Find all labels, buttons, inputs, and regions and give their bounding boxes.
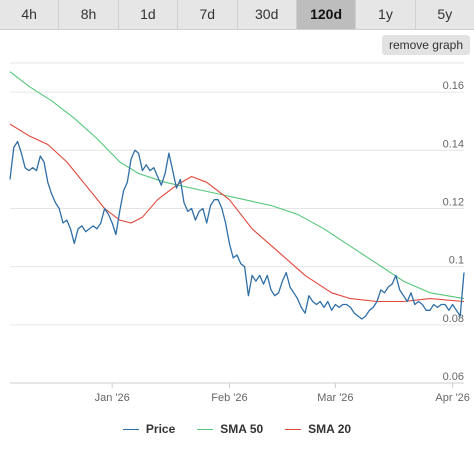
legend-swatch-sma-20 <box>285 428 302 430</box>
y-axis: 0.06 0.08 0.1 0.12 0.14 0.16 <box>443 80 464 383</box>
tab-7d[interactable]: 7d <box>178 0 238 29</box>
chart-legend: Price SMA 50 SMA 20 <box>0 418 474 440</box>
x-tick-label: Feb '26 <box>211 392 247 404</box>
legend-item-sma-50[interactable]: SMA 50 <box>197 422 263 436</box>
tab-5y[interactable]: 5y <box>437 6 453 22</box>
tab-30d[interactable]: 30d <box>238 0 297 29</box>
series-line-sma-50 <box>9 71 465 300</box>
legend-swatch-price <box>122 428 139 430</box>
y-tick-label: 0.06 <box>443 371 464 383</box>
tab-120d[interactable]: 120d <box>296 0 357 29</box>
price-chart: 0.06 0.08 0.1 0.12 0.14 0.16 Jan '26 Feb '26 Ma… <box>9 62 470 404</box>
tab-4h[interactable]: 4h <box>0 0 60 29</box>
x-tick-label: Jan '26 <box>95 392 130 404</box>
remove-graph-button[interactable]: remove graph <box>381 35 470 55</box>
grid-lines <box>10 62 464 384</box>
series-lines <box>9 71 465 320</box>
tab-1d[interactable]: 1d <box>119 0 179 29</box>
tab-8h[interactable]: 8h <box>59 0 119 29</box>
tab-1y[interactable]: 1y <box>356 0 416 29</box>
legend-item-price[interactable]: Price <box>122 422 176 436</box>
series-line-price <box>9 140 465 320</box>
y-tick-label: 0.08 <box>443 313 464 325</box>
legend-item-sma-20[interactable]: SMA 20 <box>285 422 351 436</box>
x-tick-label: Apr '26 <box>435 392 470 404</box>
y-tick-label: 0.16 <box>443 80 464 92</box>
timeframe-tabs: 4h 8h 1d 7d 30d 120d 1y 5y <box>0 0 474 30</box>
x-tick-label: Mar '26 <box>317 392 353 404</box>
legend-label-sma-20: SMA 20 <box>308 422 352 436</box>
y-tick-label: 0.12 <box>443 196 464 208</box>
x-axis: Jan '26 Feb '26 Mar '26 Apr '26 <box>95 383 470 404</box>
legend-swatch-sma-50 <box>197 428 214 430</box>
legend-label-sma-50: SMA 50 <box>220 422 264 436</box>
y-tick-label: 0.1 <box>449 255 464 267</box>
y-tick-label: 0.14 <box>443 138 464 150</box>
series-line-sma-20 <box>9 123 465 303</box>
legend-label-price: Price <box>145 422 176 436</box>
